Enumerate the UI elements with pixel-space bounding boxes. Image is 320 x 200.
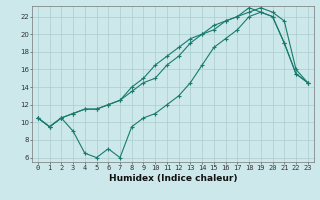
X-axis label: Humidex (Indice chaleur): Humidex (Indice chaleur) [108,174,237,183]
